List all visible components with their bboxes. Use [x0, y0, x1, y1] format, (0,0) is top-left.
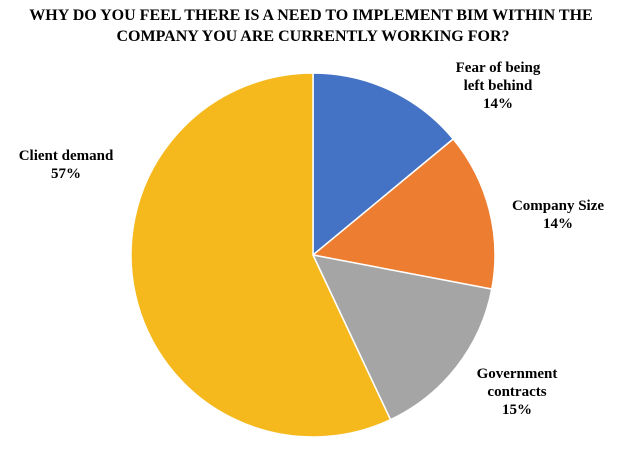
- slice-value-label: 57%: [51, 166, 81, 182]
- slice-category-label: Client demand: [19, 148, 114, 164]
- chart-title: WHY DO YOU FEEL THERE IS A NEED TO IMPLE…: [29, 7, 596, 45]
- slice-category-label: Fear of being: [456, 60, 541, 76]
- pie-slices: [130, 72, 496, 438]
- pie-slice-client-demand: [130, 72, 392, 438]
- slice-label-government-contracts: Government contracts 15%: [477, 366, 558, 418]
- slice-labels: Fear of being left behind 14% Company Size 1…: [19, 60, 605, 418]
- chart-title-line-1: WHY DO YOU FEEL THERE IS A NEED TO IMPLE…: [29, 7, 592, 24]
- slice-value-label: 14%: [543, 216, 573, 232]
- slice-value-label: 14%: [483, 96, 513, 112]
- slice-value-label: 15%: [502, 402, 532, 418]
- pie-slice-government-contracts: [311, 253, 493, 421]
- slice-category-label: Company Size: [512, 198, 604, 214]
- slice-category-label: left behind: [464, 78, 533, 94]
- slice-label-company-size: Company Size 14%: [512, 198, 604, 232]
- slice-label-fear-of-being-left-behind: Fear of being left behind 14%: [456, 60, 541, 112]
- slice-category-label: Government: [477, 366, 558, 382]
- slice-category-label: contracts: [487, 384, 546, 400]
- pie-slice-fear-of-being-left-behind: [312, 72, 455, 257]
- pie-slice-company-size: [311, 137, 496, 290]
- chart-title-line-2: COMPANY YOU ARE CURRENTLY WORKING FOR?: [116, 28, 509, 45]
- slice-label-client-demand: Client demand 57%: [19, 148, 114, 182]
